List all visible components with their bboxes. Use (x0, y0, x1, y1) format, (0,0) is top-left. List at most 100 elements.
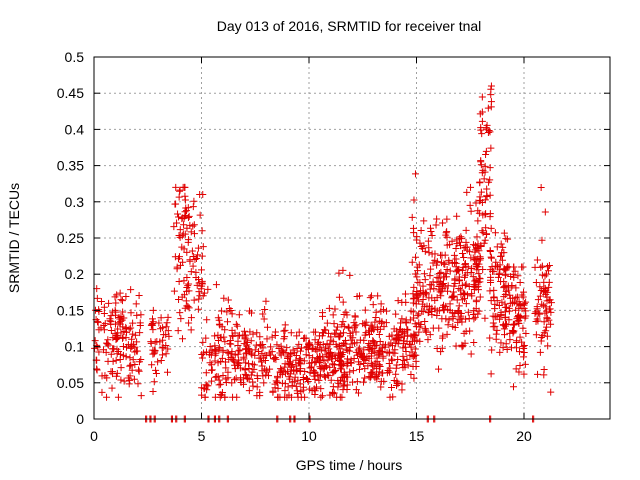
data-point (273, 378, 281, 386)
data-point (493, 326, 501, 334)
data-point (399, 352, 407, 360)
data-point (516, 333, 524, 341)
data-point (534, 370, 542, 378)
data-point (438, 344, 446, 352)
data-point (120, 377, 128, 385)
data-point (149, 387, 157, 395)
data-point (398, 315, 406, 323)
data-point (393, 377, 401, 385)
data-point (312, 328, 320, 336)
data-point (474, 263, 482, 271)
data-point (335, 293, 343, 301)
data-point (115, 319, 123, 327)
data-point (376, 346, 384, 354)
data-point (112, 372, 120, 380)
data-point (412, 300, 420, 308)
data-point (102, 339, 110, 347)
data-point (482, 224, 490, 232)
data-point (481, 211, 489, 219)
data-point (510, 263, 518, 271)
data-point (337, 353, 345, 361)
data-point (179, 230, 187, 238)
data-point (319, 353, 327, 361)
data-point (402, 347, 410, 355)
data-point (420, 217, 428, 225)
data-point (119, 342, 127, 350)
data-point (274, 384, 282, 392)
data-point (365, 327, 373, 335)
data-point (462, 280, 470, 288)
data-point (305, 359, 313, 367)
data-point (276, 349, 284, 357)
data-point (311, 336, 319, 344)
data-point (410, 283, 418, 291)
data-point (201, 393, 209, 401)
data-point (194, 305, 202, 313)
data-point (98, 388, 106, 396)
data-point (287, 358, 295, 366)
data-point (339, 386, 347, 394)
data-point (401, 290, 409, 298)
data-point (183, 273, 191, 281)
x-tick-label: 20 (516, 428, 532, 444)
data-point (426, 272, 434, 280)
data-point (362, 318, 370, 326)
data-point (421, 276, 429, 284)
data-point (427, 265, 435, 273)
data-point (490, 286, 498, 294)
data-point (438, 315, 446, 323)
data-point (287, 366, 295, 374)
data-point (482, 147, 490, 155)
data-point (487, 370, 495, 378)
data-point (361, 320, 369, 328)
data-point (375, 361, 383, 369)
data-point (137, 392, 145, 400)
data-point (476, 179, 484, 187)
data-point (472, 199, 480, 207)
data-point (149, 346, 157, 354)
data-point (387, 383, 395, 391)
data-point (277, 365, 285, 373)
data-point (502, 340, 510, 348)
data-point (463, 188, 471, 196)
data-point (95, 306, 103, 314)
data-point (367, 292, 375, 300)
data-point (478, 117, 486, 125)
data-point (472, 276, 480, 284)
data-point (500, 284, 508, 292)
data-point (97, 324, 105, 332)
data-point (410, 229, 418, 237)
data-point (540, 278, 548, 286)
data-point (199, 338, 207, 346)
data-point (302, 351, 310, 359)
data-point (170, 223, 178, 231)
y-tick-label: 0.15 (57, 302, 84, 318)
data-point (113, 291, 121, 299)
data-point (462, 238, 470, 246)
data-point (129, 319, 137, 327)
data-point (269, 388, 277, 396)
data-point (249, 382, 257, 390)
data-point (330, 389, 338, 397)
data-point (435, 324, 443, 332)
data-point (186, 221, 194, 229)
data-point (248, 351, 256, 359)
data-point (386, 393, 394, 401)
data-point (426, 331, 434, 339)
data-point (215, 345, 223, 353)
data-point (394, 297, 402, 305)
data-point (245, 360, 253, 368)
x-tick-label: 15 (409, 428, 425, 444)
data-point (214, 331, 222, 339)
data-point (212, 281, 220, 289)
data-point (417, 226, 425, 234)
data-point (338, 393, 346, 401)
data-point (180, 277, 188, 285)
data-point (368, 323, 376, 331)
data-point (512, 339, 520, 347)
data-point (453, 296, 461, 304)
data-point (175, 296, 183, 304)
data-point (149, 306, 157, 314)
data-point (416, 337, 424, 345)
data-point (240, 340, 248, 348)
